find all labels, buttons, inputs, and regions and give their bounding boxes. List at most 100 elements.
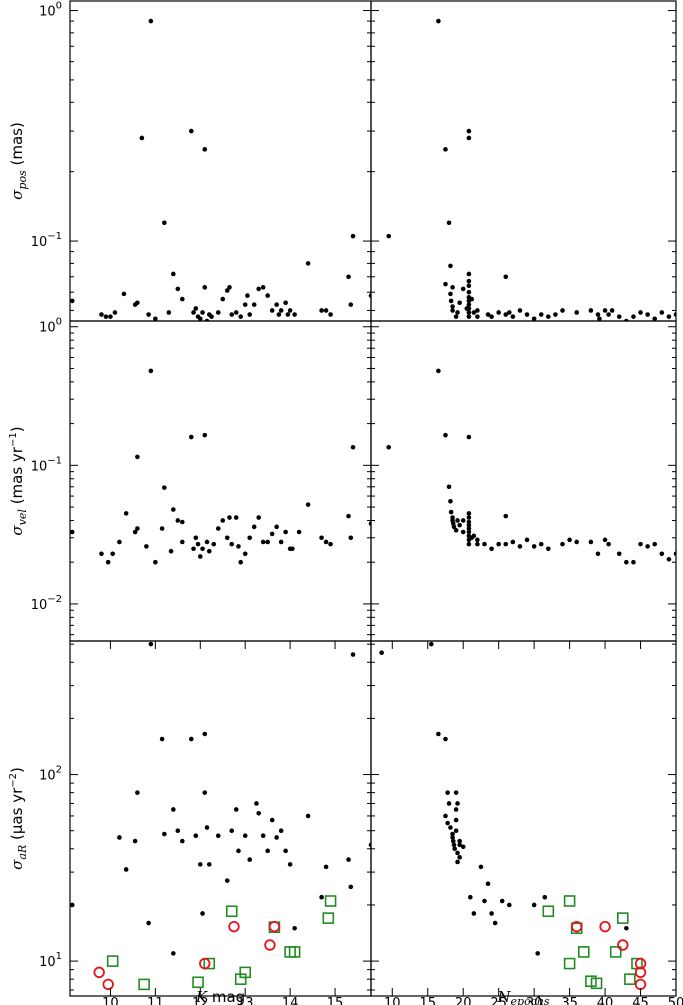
data-point <box>283 848 288 854</box>
data-point <box>466 529 472 535</box>
data-point <box>229 312 235 317</box>
data-point <box>227 285 232 290</box>
data-point <box>171 507 176 512</box>
data-point-square <box>563 895 576 907</box>
x-tick-label: 10 <box>102 996 119 1005</box>
data-point-square <box>106 955 119 967</box>
data-point <box>546 314 551 319</box>
data-point <box>197 862 203 867</box>
x-tick-label: 12 <box>192 996 209 1005</box>
data-point <box>265 293 270 298</box>
data-point-square <box>563 957 576 970</box>
data-point <box>108 314 113 319</box>
data-point <box>175 286 181 292</box>
data-point <box>453 807 459 812</box>
data-point <box>220 296 226 302</box>
data-point <box>70 298 75 304</box>
data-point <box>466 511 472 516</box>
data-point <box>175 828 181 834</box>
data-point <box>260 539 266 545</box>
data-point <box>460 286 466 292</box>
x-axis-label: Nepochs <box>496 988 550 1005</box>
data-point <box>278 308 284 313</box>
data-point <box>466 135 472 141</box>
data-point <box>448 499 453 504</box>
x-tick-label: 35 <box>561 996 578 1005</box>
data-point <box>350 652 356 657</box>
data-point <box>166 310 172 315</box>
data-point <box>466 526 472 531</box>
data-point <box>348 302 354 307</box>
data-point <box>245 293 250 298</box>
data-point <box>466 310 472 315</box>
data-point <box>471 911 477 916</box>
x-tick-label: 25 <box>490 996 507 1005</box>
data-point <box>443 147 448 152</box>
data-point <box>460 844 466 850</box>
data-point <box>466 519 472 525</box>
data-point <box>567 537 572 543</box>
data-point <box>323 864 329 870</box>
data-point <box>247 312 253 317</box>
data-point <box>466 283 472 289</box>
data-point <box>229 541 235 547</box>
data-point <box>238 559 244 565</box>
data-point <box>171 807 176 812</box>
panel-middle-right-points <box>386 368 676 565</box>
data-point <box>453 527 459 533</box>
data-point <box>436 368 441 374</box>
data-point-circle <box>102 978 114 991</box>
x-tick-label: 13 <box>237 996 254 1005</box>
data-point <box>292 925 297 931</box>
data-point <box>624 559 629 565</box>
data-point <box>450 838 456 844</box>
data-point-square <box>609 946 622 958</box>
y-tick-label: 102 <box>39 765 62 784</box>
y-tick-label: 10−2 <box>31 594 62 613</box>
panel-top-right-points <box>386 18 676 321</box>
data-point <box>524 312 530 317</box>
data-point <box>510 314 516 319</box>
data-point <box>606 541 611 547</box>
data-point <box>254 801 259 806</box>
data-point <box>159 526 165 531</box>
data-point <box>171 951 176 956</box>
data-point-square <box>203 957 216 970</box>
data-point <box>553 312 558 317</box>
data-point <box>475 537 480 543</box>
data-point <box>305 502 311 507</box>
data-point <box>200 911 205 916</box>
data-point <box>204 539 210 545</box>
data-point <box>162 220 167 226</box>
data-point <box>290 546 295 552</box>
data-point <box>348 535 354 541</box>
data-point <box>448 291 453 297</box>
data-point <box>283 529 288 535</box>
data-point <box>492 920 498 926</box>
data-point <box>624 925 629 931</box>
data-point <box>236 544 241 549</box>
data-point <box>638 310 643 315</box>
data-point <box>446 801 452 806</box>
data-point <box>168 548 174 554</box>
data-point <box>475 308 480 313</box>
data-point <box>499 898 505 904</box>
data-point <box>503 274 509 280</box>
data-point <box>446 484 452 490</box>
data-point <box>171 271 176 277</box>
data-point <box>121 291 127 297</box>
data-point-circle <box>570 920 583 933</box>
data-point <box>193 306 199 311</box>
data-point <box>200 310 205 315</box>
data-point <box>215 526 221 531</box>
data-point <box>448 298 454 304</box>
data-point <box>328 541 333 547</box>
panel-bottom-right-points <box>379 641 647 991</box>
data-point <box>443 281 448 287</box>
data-point <box>460 529 466 535</box>
data-point <box>296 529 302 535</box>
data-point <box>485 881 491 886</box>
data-point <box>175 518 181 523</box>
data-point <box>453 790 459 795</box>
data-point <box>531 544 537 549</box>
